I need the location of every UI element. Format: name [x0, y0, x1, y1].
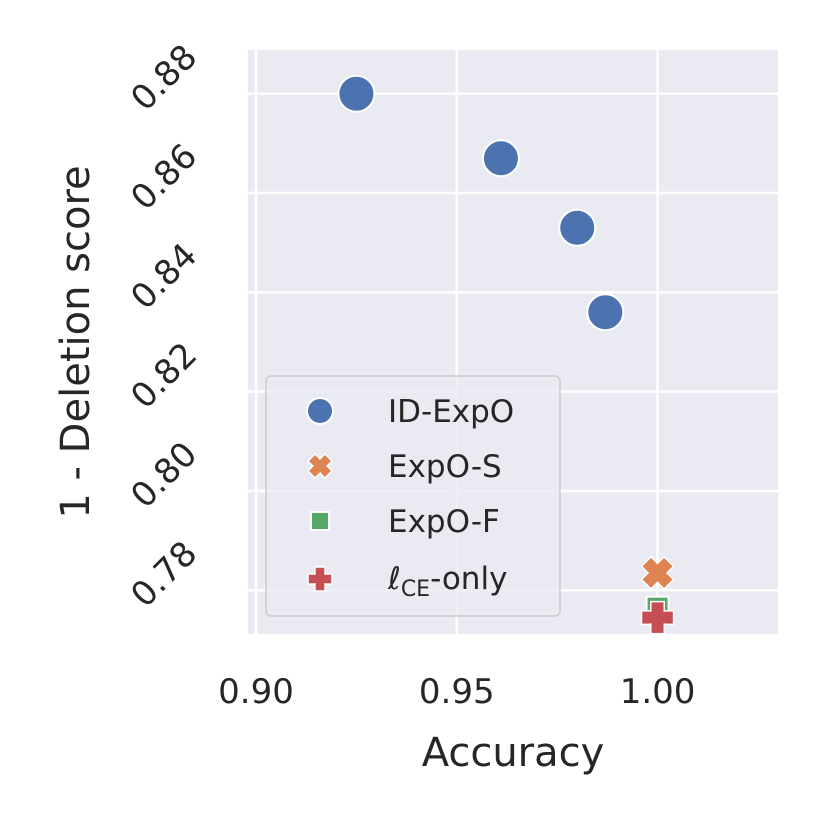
data-point-circle: [586, 293, 625, 332]
legend-box: [265, 375, 561, 617]
legend-label: ExpO-S: [388, 449, 502, 485]
legend: ID-ExpO ExpO-S ExpO-F ℓCE-only: [265, 375, 561, 617]
data-point-circle: [481, 139, 520, 178]
legend-only-suffix: -only: [430, 561, 507, 597]
legend-marker-x: [306, 452, 334, 480]
x-axis-label: Accuracy: [422, 730, 605, 776]
legend-label-ce-only: ℓCE-only: [387, 561, 507, 602]
legend-label: ID-ExpO: [388, 394, 514, 430]
y-tick-labels: 0.78 0.80 0.82 0.84 0.86 0.88: [123, 37, 205, 615]
y-tick-label: 0.84: [123, 236, 205, 318]
y-tick-label: 0.82: [123, 335, 205, 417]
y-tick-label: 0.80: [123, 434, 205, 516]
y-axis-label: 1 - Deletion score: [53, 165, 99, 518]
x-tick-labels: 0.90 0.95 1.00: [218, 672, 695, 712]
x-tick-label: 0.90: [218, 672, 294, 712]
data-point-circle: [337, 74, 376, 113]
legend-marker-plus: [307, 566, 333, 592]
data-point-x: [640, 555, 675, 591]
legend-label-ce-only-text: ℓCE-only: [387, 561, 507, 602]
legend-marker-circle: [306, 397, 334, 425]
y-tick-label: 0.78: [123, 534, 205, 616]
legend-ce-subscript: CE: [401, 577, 430, 602]
x-tick-label: 0.95: [419, 672, 495, 712]
data-point-circle: [558, 208, 597, 247]
y-tick-label: 0.86: [123, 136, 205, 218]
legend-marker-square: [310, 511, 330, 531]
y-tick-label: 0.88: [123, 37, 205, 119]
legend-ell: ℓ: [387, 561, 401, 597]
data-point-plus: [640, 600, 675, 635]
x-tick-label: 1.00: [620, 672, 696, 712]
legend-label: ExpO-F: [388, 504, 500, 540]
data-points: [337, 74, 675, 635]
